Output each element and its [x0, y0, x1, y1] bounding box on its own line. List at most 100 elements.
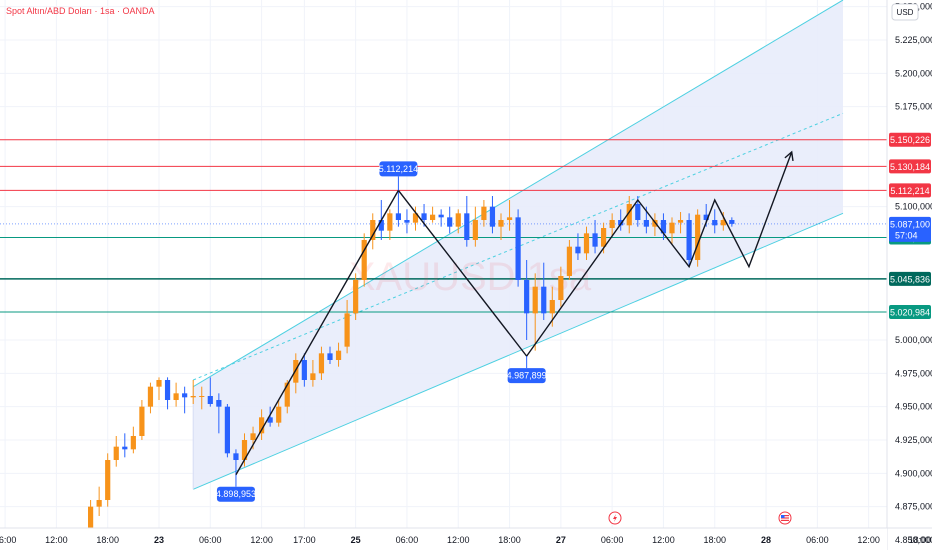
candle-body	[489, 206, 496, 227]
candle[interactable]	[430, 206, 436, 223]
candle[interactable]	[344, 300, 350, 354]
candle[interactable]	[199, 386, 205, 410]
candle[interactable]	[395, 190, 401, 227]
candle[interactable]	[404, 209, 410, 234]
candle[interactable]	[489, 196, 496, 234]
channel-upper-line[interactable]	[192, 0, 844, 388]
candle[interactable]	[720, 212, 726, 231]
candle[interactable]	[592, 220, 598, 254]
candle[interactable]	[224, 403, 230, 458]
candle-body	[729, 220, 735, 224]
candle[interactable]	[626, 196, 632, 234]
price-tag[interactable]: 5.112,214	[889, 183, 931, 198]
channel-lower-line[interactable]	[193, 212, 844, 490]
candle[interactable]	[301, 353, 307, 387]
price-tick-label: 5.225,000	[895, 35, 932, 45]
candle[interactable]	[524, 260, 530, 340]
candle[interactable]	[447, 206, 453, 234]
price-tag-label: 5.045,836	[890, 274, 930, 284]
price-tick-label: 4.975,000	[895, 368, 932, 378]
candle[interactable]	[558, 266, 564, 307]
candle[interactable]	[267, 406, 273, 427]
price-tag-bg	[889, 159, 931, 174]
candle[interactable]	[233, 449, 239, 476]
candle[interactable]	[481, 200, 487, 227]
candle[interactable]	[618, 209, 624, 231]
candle[interactable]	[327, 346, 333, 364]
time-tick-label: 06:00	[0, 535, 16, 545]
candle[interactable]	[575, 233, 581, 261]
candle[interactable]	[259, 409, 265, 440]
price-axis[interactable]: 5.250,0005.225,0005.200,0005.175,0005.10…	[886, 0, 932, 550]
current-price-bg	[889, 216, 931, 242]
price-tag[interactable]: 5.045,836	[889, 271, 931, 286]
candle[interactable]	[506, 200, 513, 231]
candle[interactable]	[318, 346, 325, 380]
candle[interactable]	[147, 382, 154, 414]
candle-body	[609, 220, 615, 229]
candle[interactable]	[353, 273, 359, 321]
candle[interactable]	[105, 453, 111, 507]
candle[interactable]	[455, 209, 461, 234]
candle[interactable]	[216, 393, 222, 434]
candle[interactable]	[164, 377, 171, 410]
candle[interactable]	[669, 217, 675, 245]
candle[interactable]	[729, 217, 735, 227]
candle[interactable]	[156, 377, 162, 400]
currency-button[interactable]: USD	[891, 3, 919, 21]
candle-body	[335, 350, 342, 360]
candle[interactable]	[207, 377, 213, 407]
candle-body	[395, 213, 401, 221]
candle-body	[695, 214, 701, 261]
zigzag-pattern[interactable]	[235, 150, 794, 476]
price-tick-label: 4.950,000	[895, 402, 932, 412]
candle[interactable]	[609, 213, 615, 237]
candle[interactable]	[190, 379, 196, 404]
price-lines[interactable]	[0, 139, 887, 313]
candle[interactable]	[361, 233, 367, 287]
candle[interactable]	[113, 435, 119, 467]
zigzag-line[interactable]	[235, 151, 793, 476]
candle[interactable]	[677, 212, 684, 234]
lightning-icon[interactable]	[608, 511, 622, 525]
candle[interactable]	[387, 209, 393, 241]
price-tag[interactable]: 5.150,226	[889, 132, 931, 147]
candle[interactable]	[498, 213, 504, 241]
candle[interactable]	[472, 206, 478, 247]
candle[interactable]	[686, 213, 692, 267]
candle[interactable]	[515, 209, 521, 287]
candle[interactable]	[335, 342, 342, 367]
candle[interactable]	[173, 382, 179, 407]
candle[interactable]	[276, 399, 282, 427]
candle[interactable]	[566, 240, 572, 281]
candle[interactable]	[464, 196, 470, 247]
candle-body	[412, 213, 419, 223]
candle[interactable]	[182, 386, 188, 414]
candle[interactable]	[583, 226, 590, 261]
time-tick-label: 12:00	[250, 535, 273, 545]
candle[interactable]	[532, 273, 538, 351]
candle[interactable]	[96, 486, 102, 516]
candle[interactable]	[370, 213, 376, 250]
candle-body	[712, 220, 718, 226]
candle[interactable]	[130, 426, 136, 454]
candle[interactable]	[541, 262, 547, 321]
candle[interactable]	[695, 209, 701, 267]
price-tag[interactable]: 5.130,184	[889, 159, 931, 174]
candles[interactable]	[79, 190, 735, 550]
candle[interactable]	[310, 359, 316, 387]
candle[interactable]	[412, 206, 419, 231]
candle-body	[147, 386, 154, 407]
candle-body	[387, 213, 393, 231]
price-tag[interactable]: 5.020,984	[889, 305, 931, 320]
candle[interactable]	[438, 209, 444, 227]
candle[interactable]	[712, 209, 718, 234]
candle[interactable]	[122, 433, 128, 458]
candle[interactable]	[139, 399, 145, 440]
candle[interactable]	[660, 213, 667, 241]
flag-icon[interactable]	[778, 511, 792, 525]
price-tag-label: 5.130,184	[890, 162, 930, 172]
time-axis[interactable]: 06:00 12:00 18:00 23 06:00 12:00 17:00 25 06:00 1…	[0, 527, 932, 550]
